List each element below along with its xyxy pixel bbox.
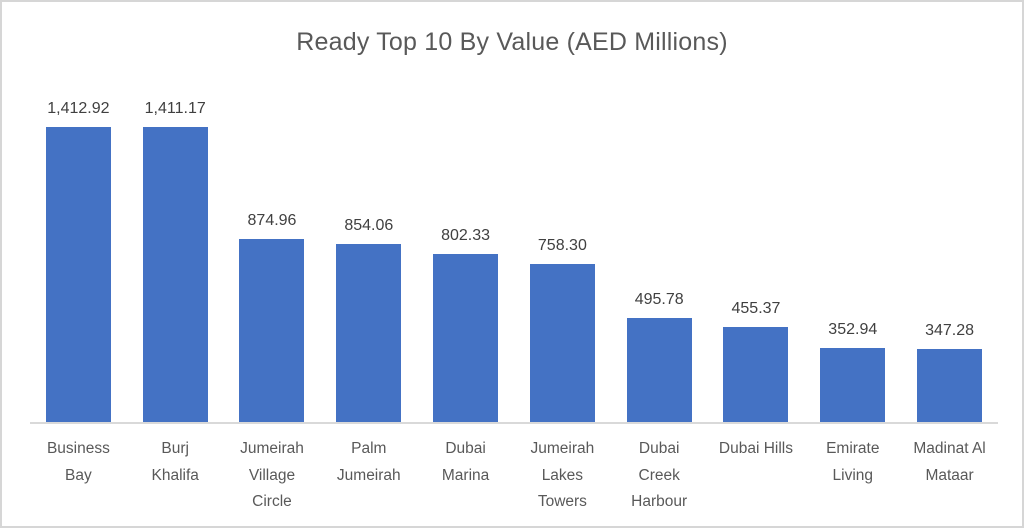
bar-value-label: 874.96	[247, 212, 297, 229]
bar	[45, 127, 111, 422]
bar-column: 874.96	[224, 72, 321, 422]
bar-column: 854.06	[320, 72, 417, 422]
plot-area: 1,412.92 1,411.17 874.96 854.06 802.33 758.30…	[30, 72, 998, 424]
bar-value-label: 854.06	[344, 217, 394, 234]
bar-column: 758.30	[514, 72, 611, 422]
bar-column: 347.28	[901, 72, 998, 422]
bar	[336, 244, 402, 422]
chart-title: Ready Top 10 By Value (AED Millions)	[296, 28, 728, 56]
bar-column: 1,411.17	[127, 72, 224, 422]
bar-value-label: 352.94	[828, 321, 878, 338]
category-label: Emirate Living	[826, 440, 880, 484]
bar-column: 455.37	[708, 72, 805, 422]
category-label: Palm Jumeirah	[336, 440, 401, 484]
category-label: Dubai Creek Harbour	[631, 440, 688, 511]
bar	[433, 254, 499, 422]
bar	[820, 348, 886, 422]
bar	[239, 239, 305, 422]
bar-value-label: 347.28	[925, 322, 975, 339]
bar-column: 495.78	[611, 72, 708, 422]
bar	[142, 127, 208, 422]
bar	[626, 318, 692, 422]
bar-value-label: 455.37	[731, 300, 781, 317]
bar-value-label: 495.78	[634, 291, 684, 308]
bar-value-label: 758.30	[537, 237, 587, 254]
bar-column: 352.94	[804, 72, 901, 422]
category-label: Burj Khalifa	[151, 440, 199, 484]
category-label: Dubai Hills	[718, 440, 794, 457]
bar	[917, 349, 983, 422]
category-label: Jumeirah Lakes Towers	[530, 440, 595, 511]
category-axis: Business Bay Burj Khalifa Jumeirah Village Cir…	[30, 436, 998, 516]
bar-column: 1,412.92	[30, 72, 127, 422]
bar	[529, 264, 595, 422]
bar-column: 802.33	[417, 72, 514, 422]
category-label: Madinat Al Mataar	[913, 440, 986, 484]
bar-value-label: 1,412.92	[47, 100, 110, 117]
category-label: Dubai Marina	[441, 440, 490, 484]
bar	[723, 327, 789, 422]
category-label: Business Bay	[46, 440, 110, 484]
category-label: Jumeirah Village Circle	[240, 440, 304, 511]
bar-value-label: 1,411.17	[144, 100, 206, 117]
bar-value-label: 802.33	[441, 227, 491, 244]
